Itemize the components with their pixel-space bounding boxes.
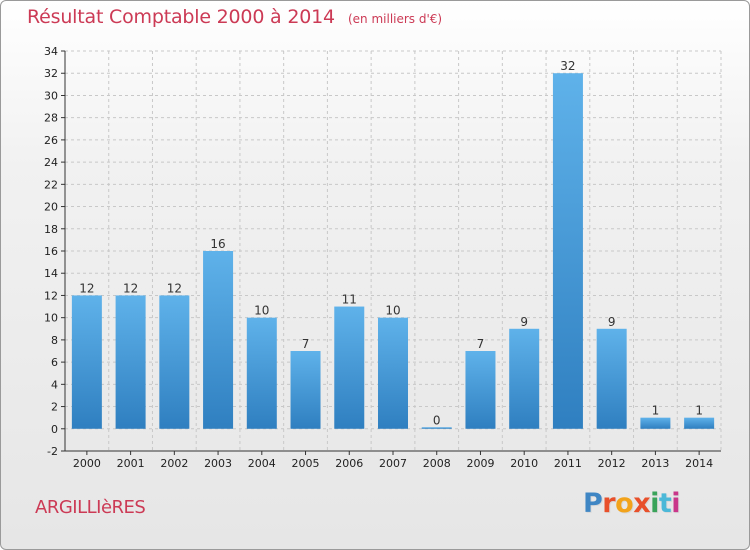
bar-2001: [115, 295, 146, 429]
y-tick-label: 20: [44, 201, 58, 214]
y-tick-label: 16: [44, 245, 58, 258]
chart-subtitle: (en milliers d'€): [347, 12, 443, 26]
y-tick-label: 12: [44, 289, 58, 302]
bar-value-label: 1: [652, 404, 660, 418]
x-tick-label: 2005: [292, 457, 320, 470]
y-tick-label: 22: [44, 178, 58, 191]
bar-2005: [290, 351, 321, 429]
x-tick-label: 2003: [204, 457, 232, 470]
bar-value-label: 11: [342, 293, 357, 307]
bar-2003: [203, 251, 234, 429]
x-tick-label: 2007: [379, 457, 407, 470]
bar-2000: [71, 295, 102, 429]
bar-value-label: 12: [167, 281, 182, 295]
brand-letter: i: [650, 488, 659, 519]
y-tick-label: 4: [51, 378, 58, 391]
bar-value-label: 16: [210, 237, 225, 251]
y-tick-label: 18: [44, 223, 58, 236]
bar-value-label: 7: [302, 337, 310, 351]
bar-2009: [465, 351, 496, 429]
y-tick-label: -2: [47, 445, 58, 458]
x-tick-label: 2002: [160, 457, 188, 470]
x-tick-label: 2009: [466, 457, 494, 470]
y-tick-label: 6: [51, 356, 58, 369]
bar-2014: [684, 417, 715, 429]
commune-name: ARGILLIèRES: [35, 497, 146, 518]
x-tick-label: 2000: [73, 457, 101, 470]
title-row: Résultat Comptable 2000 à 2014 (en milli…: [27, 6, 442, 28]
y-tick-label: 26: [44, 134, 58, 147]
bar-2008: [421, 427, 452, 429]
y-tick-label: 24: [44, 156, 58, 169]
y-tick-label: 30: [44, 89, 58, 102]
bar-value-label: 32: [560, 59, 575, 73]
brand-letter: t: [658, 488, 672, 519]
y-tick-label: 0: [51, 423, 58, 436]
brand-letter: P: [583, 488, 603, 519]
proxiti-logo: Proxiti: [583, 488, 681, 519]
bar-value-label: 9: [520, 315, 528, 329]
x-tick-label: 2006: [335, 457, 363, 470]
bar-value-label: 9: [608, 315, 616, 329]
brand-letter: r: [602, 488, 616, 519]
y-tick-label: 2: [51, 401, 58, 414]
x-tick-label: 2014: [685, 457, 713, 470]
bar-value-label: 12: [79, 281, 94, 295]
bar-2012: [596, 328, 627, 429]
x-tick-label: 2012: [598, 457, 626, 470]
y-tick-label: 28: [44, 112, 58, 125]
x-tick-label: 2004: [248, 457, 276, 470]
x-tick-label: 2008: [423, 457, 451, 470]
bar-value-label: 12: [123, 281, 138, 295]
bar-value-label: 10: [254, 304, 269, 318]
x-tick-label: 2001: [117, 457, 145, 470]
x-tick-label: 2010: [510, 457, 538, 470]
bar-2011: [552, 73, 583, 429]
bar-2013: [640, 417, 671, 429]
y-tick-label: 10: [44, 312, 58, 325]
y-tick-label: 8: [51, 334, 58, 347]
y-tick-label: 14: [44, 267, 58, 280]
bar-2007: [378, 317, 408, 429]
bar-2002: [159, 295, 190, 429]
y-tick-label: 34: [44, 45, 58, 58]
y-tick-label: 32: [44, 67, 58, 80]
x-tick-label: 2013: [641, 457, 669, 470]
brand-letter: x: [633, 488, 651, 519]
bar-value-label: 1: [695, 404, 703, 418]
bar-value-label: 0: [433, 413, 441, 427]
x-tick-label: 2011: [554, 457, 582, 470]
chart-title: Résultat Comptable 2000 à 2014: [27, 6, 335, 28]
bar-value-label: 10: [385, 304, 400, 318]
bar-2006: [334, 306, 365, 429]
brand-letter: i: [671, 488, 681, 519]
bar-2004: [246, 317, 277, 429]
bar-value-label: 7: [477, 337, 485, 351]
brand-letter: o: [615, 488, 634, 519]
bar-2010: [509, 328, 540, 429]
